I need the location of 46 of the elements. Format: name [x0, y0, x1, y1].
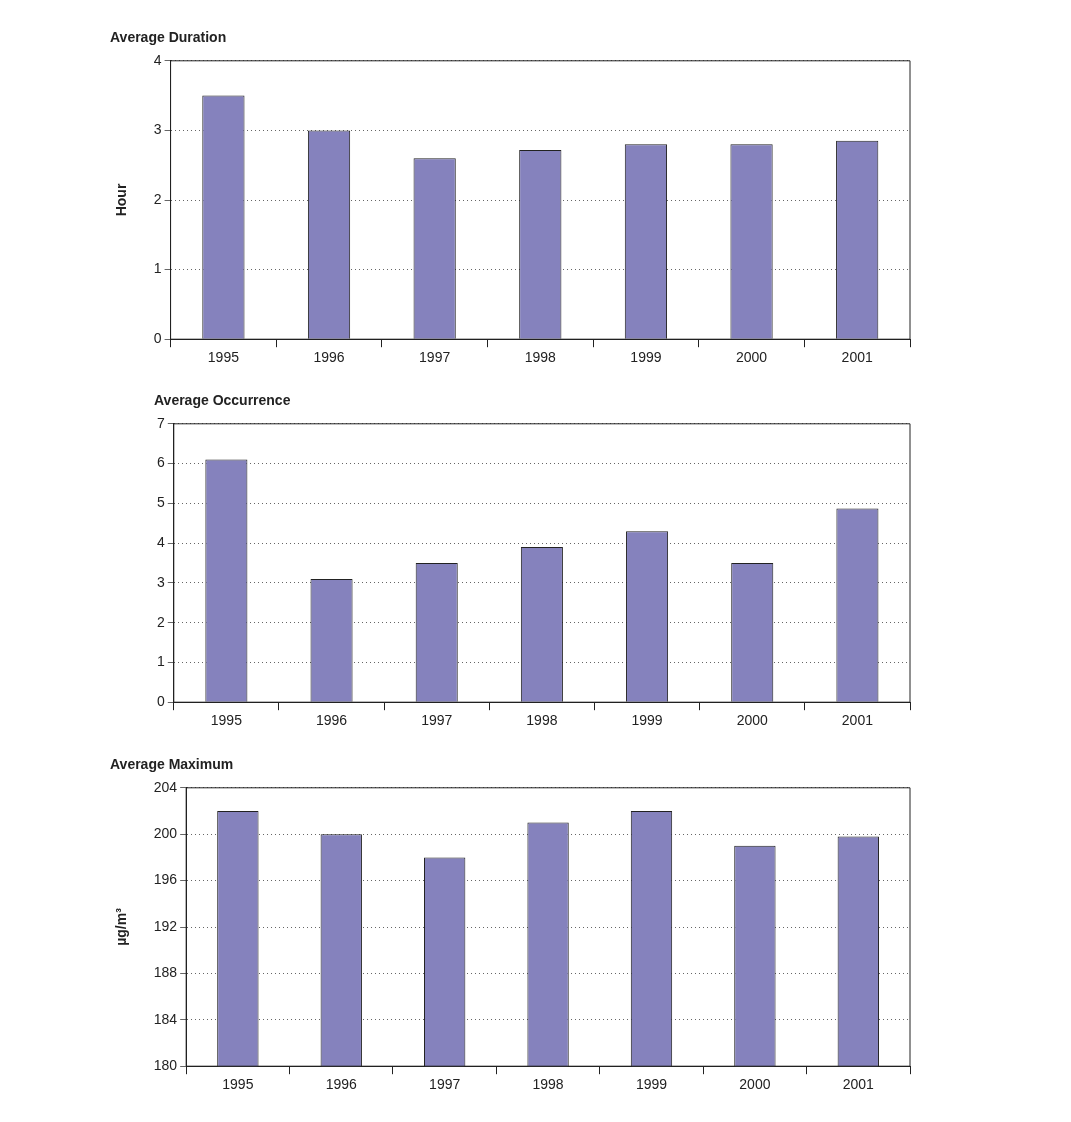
y-tick-label: 196 — [153, 871, 178, 888]
y-tick-label: 204 — [153, 778, 178, 795]
y-tick-label: 4 — [153, 51, 162, 68]
chart-title: Average Duration — [110, 29, 227, 46]
y-tick-label: 3 — [153, 121, 162, 138]
y-tick-label: 4 — [156, 533, 165, 550]
x-tick-label: 2001 — [841, 712, 874, 729]
y-tick-label: 188 — [153, 964, 178, 981]
x-tick-label: 1999 — [630, 349, 662, 366]
x-tick-label: 2001 — [842, 1076, 875, 1093]
y-tick-label: 6 — [156, 454, 165, 471]
x-tick-label: 1999 — [635, 1076, 668, 1093]
y-tick-label: 200 — [153, 825, 178, 842]
y-tick-label: 0 — [156, 693, 165, 710]
y-tick-label: 3 — [156, 573, 165, 590]
y-tick-label: 7 — [156, 414, 165, 431]
x-tick-label: 2001 — [841, 349, 873, 366]
x-tick-label: 1995 — [210, 712, 243, 729]
y-tick-label: 0 — [153, 330, 162, 347]
y-axis-title: µg/m³ — [113, 907, 130, 946]
x-tick-label: 1995 — [222, 1076, 254, 1093]
x-tick-label: 1996 — [315, 712, 348, 729]
x-tick-label: 2000 — [736, 712, 769, 729]
y-tick-label: 192 — [153, 917, 178, 934]
y-axis-title: Hour — [113, 183, 130, 217]
x-tick-label: 1998 — [526, 712, 558, 729]
y-tick-label: 2 — [156, 613, 165, 630]
x-tick-label: 1997 — [429, 1076, 461, 1093]
y-tick-label: 1 — [153, 260, 162, 277]
x-tick-label: 1997 — [419, 349, 451, 366]
y-tick-label: 1 — [156, 653, 165, 670]
y-tick-label: 2 — [153, 190, 162, 207]
x-tick-label: 1999 — [631, 712, 663, 729]
x-tick-label: 1996 — [313, 349, 345, 366]
y-tick-label: 180 — [153, 1057, 178, 1074]
x-tick-label: 1996 — [325, 1076, 358, 1093]
x-tick-label: 1997 — [421, 712, 453, 729]
x-tick-label: 1998 — [532, 1076, 564, 1093]
x-tick-label: 1998 — [524, 349, 557, 366]
chart-title: Average Occurrence — [154, 392, 291, 409]
x-tick-label: 2000 — [739, 1076, 771, 1093]
y-tick-label: 184 — [153, 1010, 178, 1027]
chart-title: Average Maximum — [110, 756, 234, 773]
x-tick-label: 2000 — [735, 349, 768, 366]
y-tick-label: 5 — [156, 494, 165, 511]
x-tick-label: 1995 — [207, 349, 240, 366]
